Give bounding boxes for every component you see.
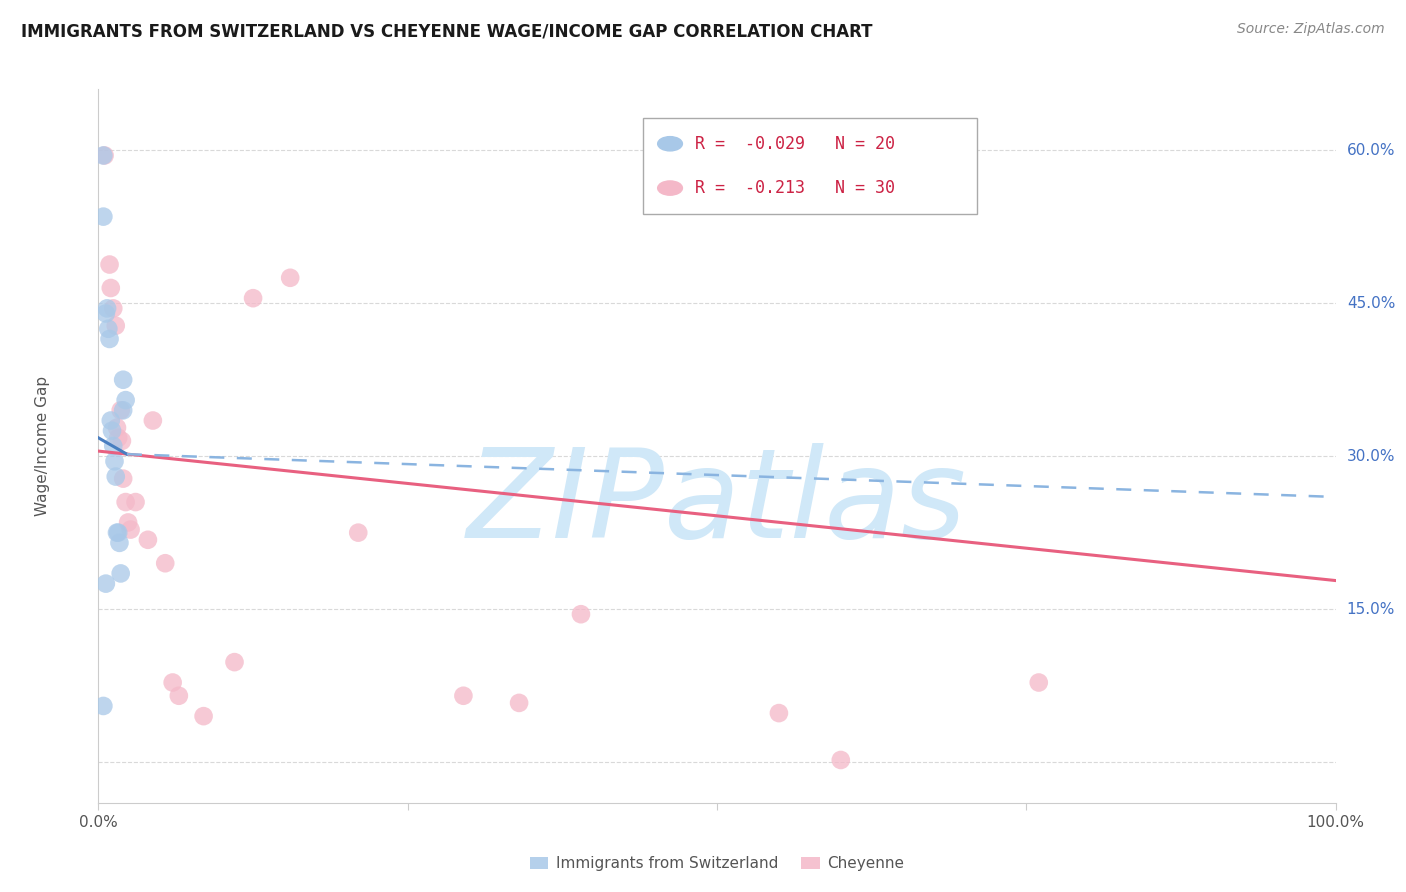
Point (97, 322, 120, 336)
Point (93, 210, 115, 224)
Text: 60.0%: 60.0% (1347, 143, 1395, 158)
Point (105, 525, 128, 540)
Point (104, 469, 127, 483)
Point (117, 516, 139, 530)
Point (93, 148, 115, 162)
Point (110, 566, 132, 581)
Text: Source: ZipAtlas.com: Source: ZipAtlas.com (1237, 22, 1385, 37)
Point (107, 525, 129, 540)
Point (93, 148, 115, 162)
Point (112, 403, 135, 417)
Point (100, 281, 122, 295)
Text: 30.0%: 30.0% (1347, 449, 1395, 464)
Circle shape (658, 136, 682, 151)
Text: IMMIGRANTS FROM SWITZERLAND VS CHEYENNE WAGE/INCOME GAP CORRELATION CHART: IMMIGRANTS FROM SWITZERLAND VS CHEYENNE … (21, 22, 873, 40)
Point (453, 689, 475, 703)
Text: 15.0%: 15.0% (1347, 601, 1395, 616)
Text: 45.0%: 45.0% (1347, 296, 1395, 310)
Text: R =  -0.029   N = 20: R = -0.029 N = 20 (695, 135, 894, 153)
Point (1028, 675, 1050, 690)
Point (112, 472, 135, 486)
FancyBboxPatch shape (643, 118, 977, 214)
Point (124, 495, 146, 509)
Point (193, 709, 215, 723)
Point (142, 413, 165, 427)
Point (93, 698, 115, 713)
Point (112, 373, 135, 387)
Point (103, 301, 125, 316)
Point (155, 556, 177, 570)
Point (94, 306, 117, 320)
Point (278, 270, 301, 285)
Point (107, 431, 129, 445)
Point (104, 318, 127, 333)
Point (136, 533, 159, 547)
Point (224, 655, 246, 669)
Point (98, 258, 121, 272)
Point (111, 434, 134, 448)
Point (569, 607, 592, 622)
Point (96, 301, 118, 316)
Text: R =  -0.213   N = 30: R = -0.213 N = 30 (695, 179, 894, 197)
Point (108, 536, 131, 550)
Circle shape (658, 181, 682, 195)
Point (101, 424, 124, 438)
Point (105, 420, 128, 434)
Point (830, 753, 852, 767)
Point (167, 689, 190, 703)
Point (103, 439, 125, 453)
Text: Wage/Income Gap: Wage/Income Gap (35, 376, 51, 516)
Point (103, 454, 125, 468)
Point (120, 523, 142, 537)
Point (110, 403, 132, 417)
Point (162, 675, 184, 690)
Point (98, 332, 121, 346)
Point (114, 495, 136, 509)
Point (768, 706, 790, 720)
Legend: Immigrants from Switzerland, Cheyenne: Immigrants from Switzerland, Cheyenne (524, 850, 910, 877)
Point (508, 696, 530, 710)
Text: ZIPatlas: ZIPatlas (467, 442, 967, 564)
Point (242, 291, 264, 305)
Point (114, 393, 136, 408)
Point (94, 576, 117, 591)
Point (100, 413, 122, 427)
Point (347, 525, 370, 540)
